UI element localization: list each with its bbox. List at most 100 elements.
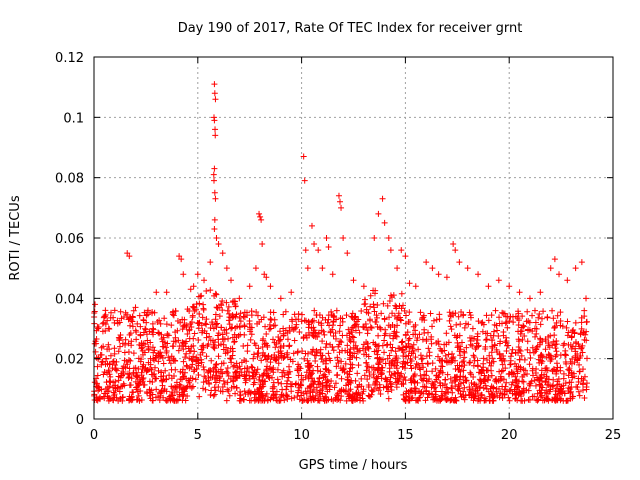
data-point bbox=[449, 385, 456, 392]
data-point bbox=[343, 312, 350, 319]
data-point bbox=[412, 321, 419, 328]
data-point bbox=[250, 381, 257, 388]
data-point bbox=[543, 394, 550, 401]
data-point bbox=[340, 235, 347, 241]
data-point bbox=[203, 353, 210, 360]
data-point bbox=[195, 336, 202, 343]
data-point bbox=[387, 247, 394, 254]
data-point bbox=[190, 368, 197, 375]
data-point bbox=[362, 347, 369, 354]
data-point bbox=[310, 333, 317, 340]
data-point bbox=[524, 346, 531, 353]
data-point bbox=[430, 394, 437, 401]
data-point bbox=[267, 283, 274, 290]
data-point bbox=[223, 265, 230, 272]
data-point bbox=[119, 365, 126, 372]
data-point bbox=[199, 342, 206, 349]
data-point bbox=[151, 370, 158, 377]
data-point bbox=[149, 320, 156, 327]
data-point bbox=[393, 384, 400, 391]
data-point bbox=[301, 177, 308, 184]
data-point bbox=[584, 355, 591, 362]
data-point bbox=[383, 342, 390, 349]
data-point bbox=[193, 358, 200, 365]
data-point bbox=[475, 271, 482, 278]
data-point bbox=[580, 381, 587, 388]
data-point bbox=[419, 360, 426, 367]
data-point bbox=[217, 366, 224, 373]
data-point bbox=[389, 310, 396, 317]
data-point bbox=[462, 374, 469, 381]
data-point bbox=[349, 391, 356, 398]
data-point bbox=[456, 376, 463, 383]
data-point bbox=[437, 380, 444, 387]
data-point bbox=[383, 378, 390, 385]
data-point bbox=[259, 343, 266, 350]
data-point bbox=[492, 307, 499, 314]
data-point bbox=[248, 331, 255, 338]
data-point bbox=[288, 395, 295, 402]
data-point bbox=[527, 355, 534, 362]
data-point bbox=[355, 362, 362, 369]
data-point bbox=[115, 334, 122, 341]
data-point bbox=[368, 325, 375, 332]
data-point bbox=[130, 307, 137, 314]
data-point bbox=[504, 324, 511, 331]
data-point bbox=[376, 356, 383, 363]
data-point bbox=[248, 363, 255, 370]
data-point bbox=[168, 322, 175, 329]
data-point bbox=[263, 356, 270, 363]
data-point bbox=[321, 371, 328, 378]
x-axis-label: GPS time / hours bbox=[299, 458, 408, 473]
data-point bbox=[325, 350, 332, 357]
data-point bbox=[227, 355, 234, 362]
data-point bbox=[305, 372, 312, 379]
data-point bbox=[183, 375, 190, 382]
data-point bbox=[389, 321, 396, 328]
data-point bbox=[521, 333, 528, 340]
data-point bbox=[523, 386, 530, 393]
data-point bbox=[388, 372, 395, 379]
data-point bbox=[236, 397, 243, 404]
data-point bbox=[270, 369, 277, 376]
data-point bbox=[372, 341, 379, 348]
data-point bbox=[306, 321, 313, 328]
data-point bbox=[121, 382, 128, 389]
data-point bbox=[457, 390, 464, 397]
data-point bbox=[300, 390, 307, 397]
data-point bbox=[386, 297, 393, 304]
data-point bbox=[319, 265, 326, 272]
data-point bbox=[241, 388, 248, 395]
data-point bbox=[583, 384, 590, 391]
data-point bbox=[277, 344, 284, 351]
data-point bbox=[330, 347, 337, 354]
data-point bbox=[210, 177, 217, 184]
data-point bbox=[377, 326, 384, 333]
data-point bbox=[111, 345, 118, 352]
data-point bbox=[506, 283, 513, 290]
data-point bbox=[583, 337, 590, 344]
data-point bbox=[378, 375, 385, 382]
data-point bbox=[196, 393, 203, 400]
data-point bbox=[447, 323, 454, 330]
data-point bbox=[489, 391, 496, 398]
data-point bbox=[259, 337, 266, 344]
data-point bbox=[105, 325, 112, 332]
data-point bbox=[280, 342, 287, 349]
data-point bbox=[544, 313, 551, 320]
data-point bbox=[172, 329, 179, 336]
data-point bbox=[423, 337, 430, 344]
data-point bbox=[156, 353, 163, 360]
data-point bbox=[500, 367, 507, 374]
data-point bbox=[320, 372, 327, 379]
data-point bbox=[525, 396, 532, 403]
data-point bbox=[124, 250, 131, 257]
data-point bbox=[347, 338, 354, 345]
data-point bbox=[284, 349, 291, 356]
data-point bbox=[325, 367, 332, 374]
data-point bbox=[296, 329, 303, 336]
data-point bbox=[566, 367, 573, 374]
data-point bbox=[532, 382, 539, 389]
data-point bbox=[399, 302, 406, 309]
data-point bbox=[319, 314, 326, 321]
